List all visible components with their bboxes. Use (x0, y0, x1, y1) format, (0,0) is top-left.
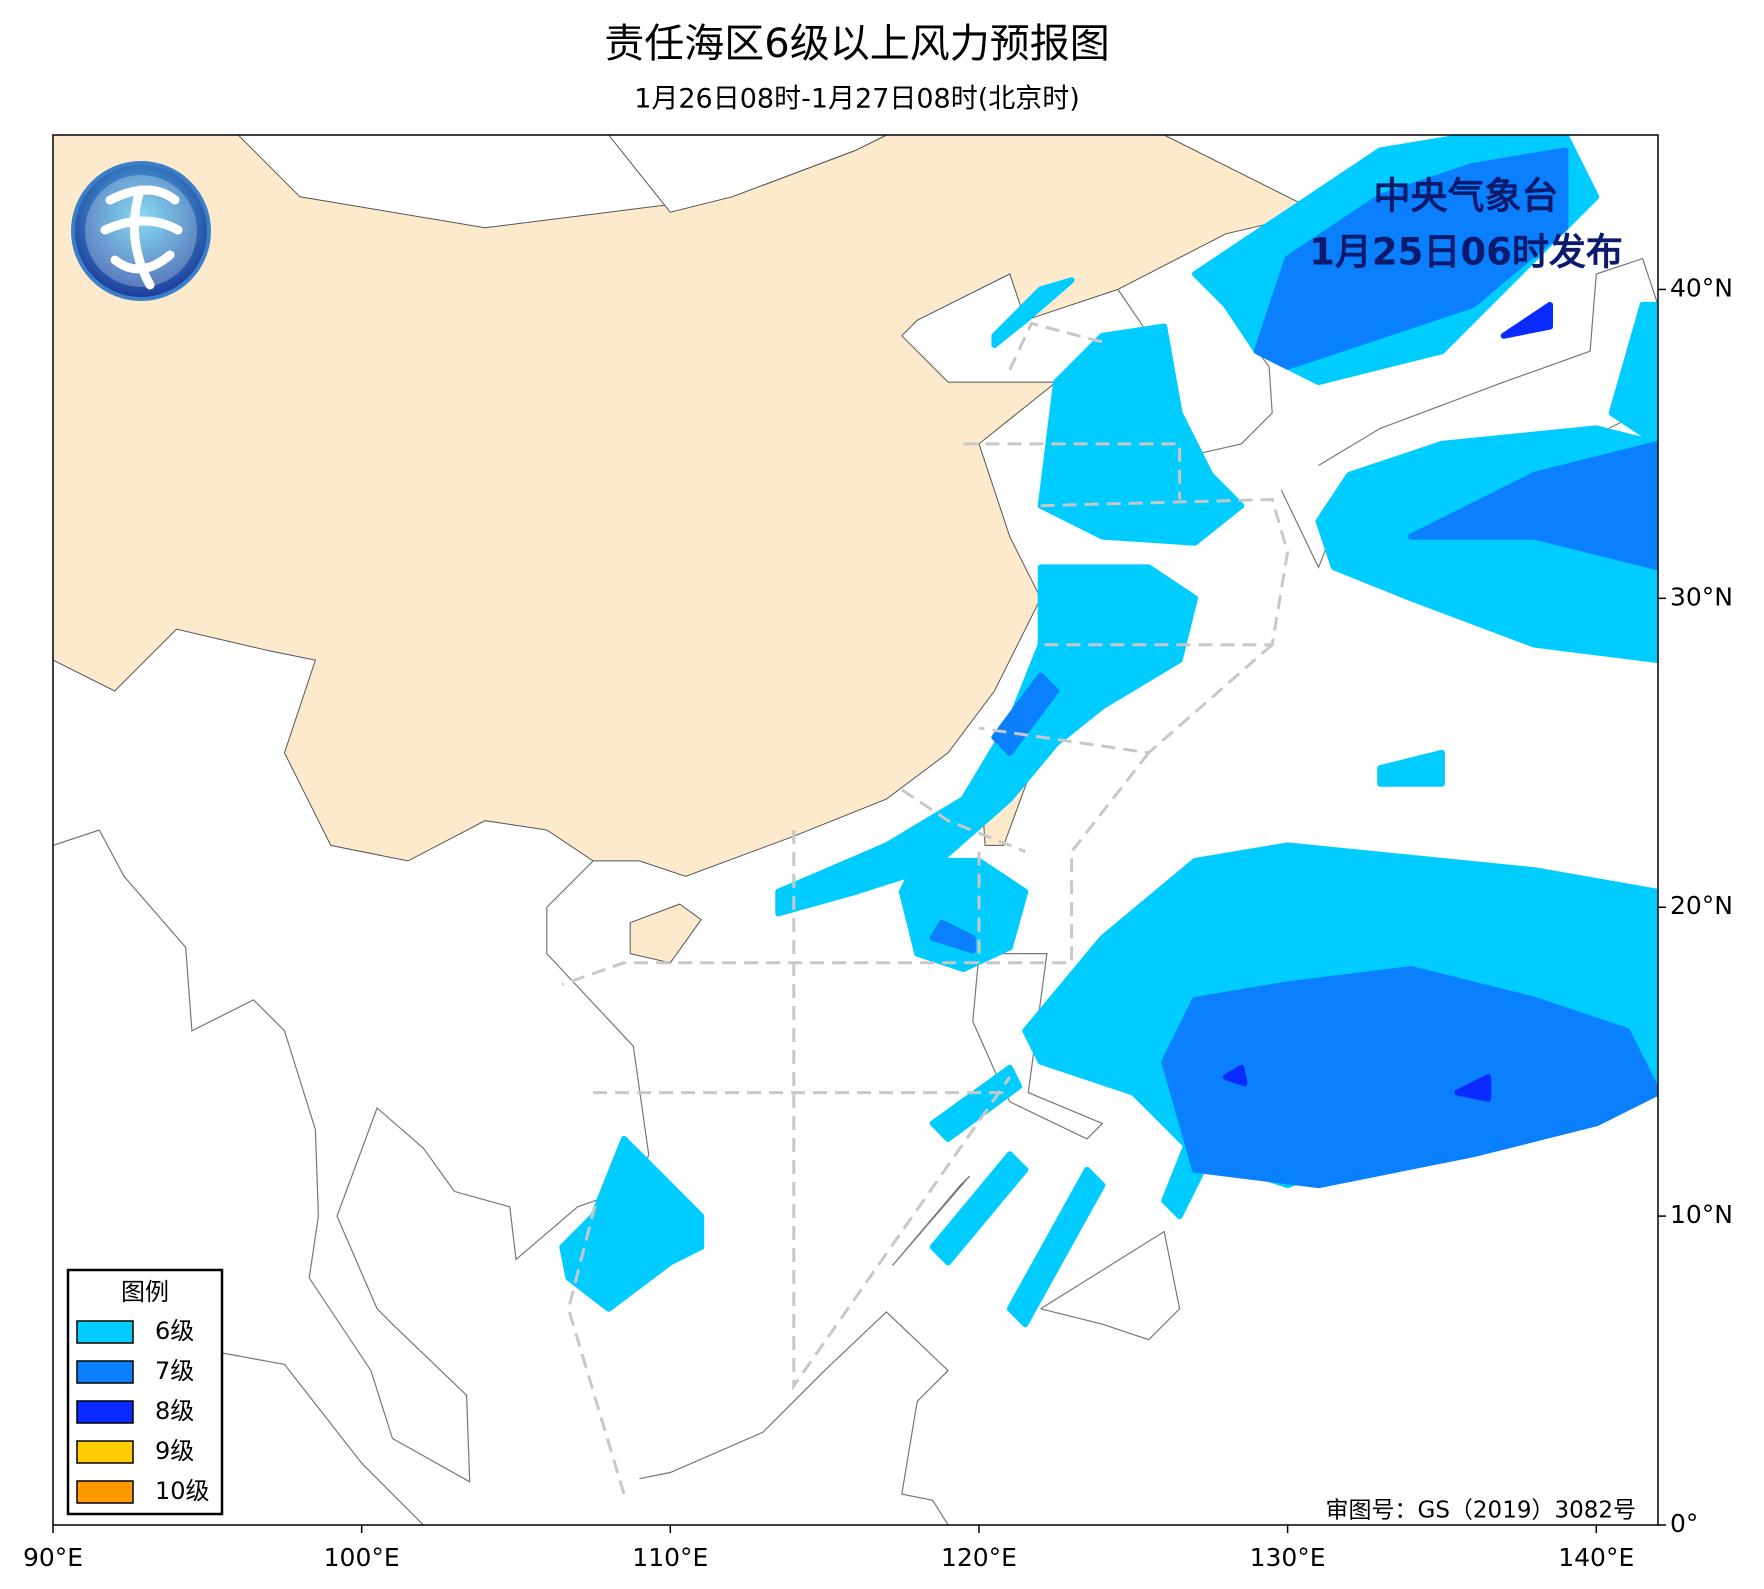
legend-swatch (76, 1440, 134, 1464)
x-tick-label: 100°E (324, 1543, 400, 1572)
sea-zone-boundary (963, 442, 1182, 500)
coastline (1040, 1230, 1181, 1341)
wind-area (991, 277, 1075, 348)
sea-zone-boundary (900, 788, 1026, 853)
wind-area (1377, 749, 1445, 787)
logo (71, 161, 211, 301)
x-tick-label: 90°E (23, 1543, 83, 1572)
wind-area (1006, 1166, 1106, 1328)
coastline (639, 1311, 949, 1525)
wind-area (929, 1151, 1029, 1266)
y-tick-label: 0° (1670, 1509, 1698, 1538)
sea-zone-boundary (566, 1200, 626, 1495)
title: 责任海区6级以上风力预报图 (604, 21, 1109, 67)
legend-title: 图例 (121, 1278, 169, 1306)
y-tick-label: 40°N (1670, 273, 1733, 302)
legend-swatch (76, 1360, 134, 1384)
legend-label: 8级 (155, 1397, 194, 1425)
map-frame (52, 134, 1659, 1526)
review-number: 审图号：GS（2019）3082号 (1326, 1498, 1637, 1524)
x-tick-label: 130°E (1250, 1543, 1326, 1572)
wind-area (898, 857, 1029, 972)
sea-zone-boundary (1008, 321, 1103, 371)
legend-swatch (76, 1480, 134, 1504)
wind-area (991, 672, 1060, 756)
wind-area (1500, 301, 1553, 339)
issue-time: 1月25日06时发布 (1309, 231, 1623, 274)
y-tick-label: 30°N (1670, 582, 1733, 611)
sea-zone-boundary (792, 830, 1012, 1391)
legend-swatch (76, 1400, 134, 1424)
y-tick-label: 20°N (1670, 891, 1733, 920)
subtitle: 1月26日08时-1月27日08时(北京时) (634, 84, 1080, 115)
wind-area (929, 1064, 1023, 1142)
sea-zone-boundary (1040, 497, 1290, 647)
wind-area (1161, 966, 1658, 1189)
coastline (216, 1351, 424, 1525)
x-tick-label: 110°E (632, 1543, 708, 1572)
wind-area (1454, 1074, 1492, 1102)
legend: 图例 6级 7级 8级 9级 10级 (66, 1268, 224, 1516)
y-tick-label: 10°N (1670, 1200, 1733, 1229)
wind-area (1408, 440, 1658, 571)
wind-area (1608, 301, 1658, 447)
issuer: 中央气象台 (1374, 175, 1559, 218)
land-hainan (629, 903, 702, 964)
x-tick-label: 140°E (1558, 1543, 1634, 1572)
land-mongolia (607, 135, 887, 213)
legend-box (66, 1268, 224, 1516)
wind-area (1037, 323, 1245, 546)
legend-label: 10级 (155, 1477, 210, 1505)
wind-area (1222, 1064, 1248, 1087)
sea-zone-boundary (561, 751, 1150, 986)
wind-area (1253, 147, 1569, 370)
wind-area (775, 564, 1198, 917)
coastline (972, 953, 1104, 1140)
legend-label: 6级 (155, 1317, 194, 1345)
map-area (53, 135, 1658, 1525)
legend-label: 9级 (155, 1437, 194, 1465)
legend-swatch (76, 1320, 134, 1344)
x-tick-label: 120°E (941, 1543, 1017, 1572)
legend-label: 7级 (155, 1357, 194, 1385)
wind-area (559, 1135, 705, 1312)
wind-area (929, 919, 976, 954)
coastline (892, 1175, 971, 1266)
